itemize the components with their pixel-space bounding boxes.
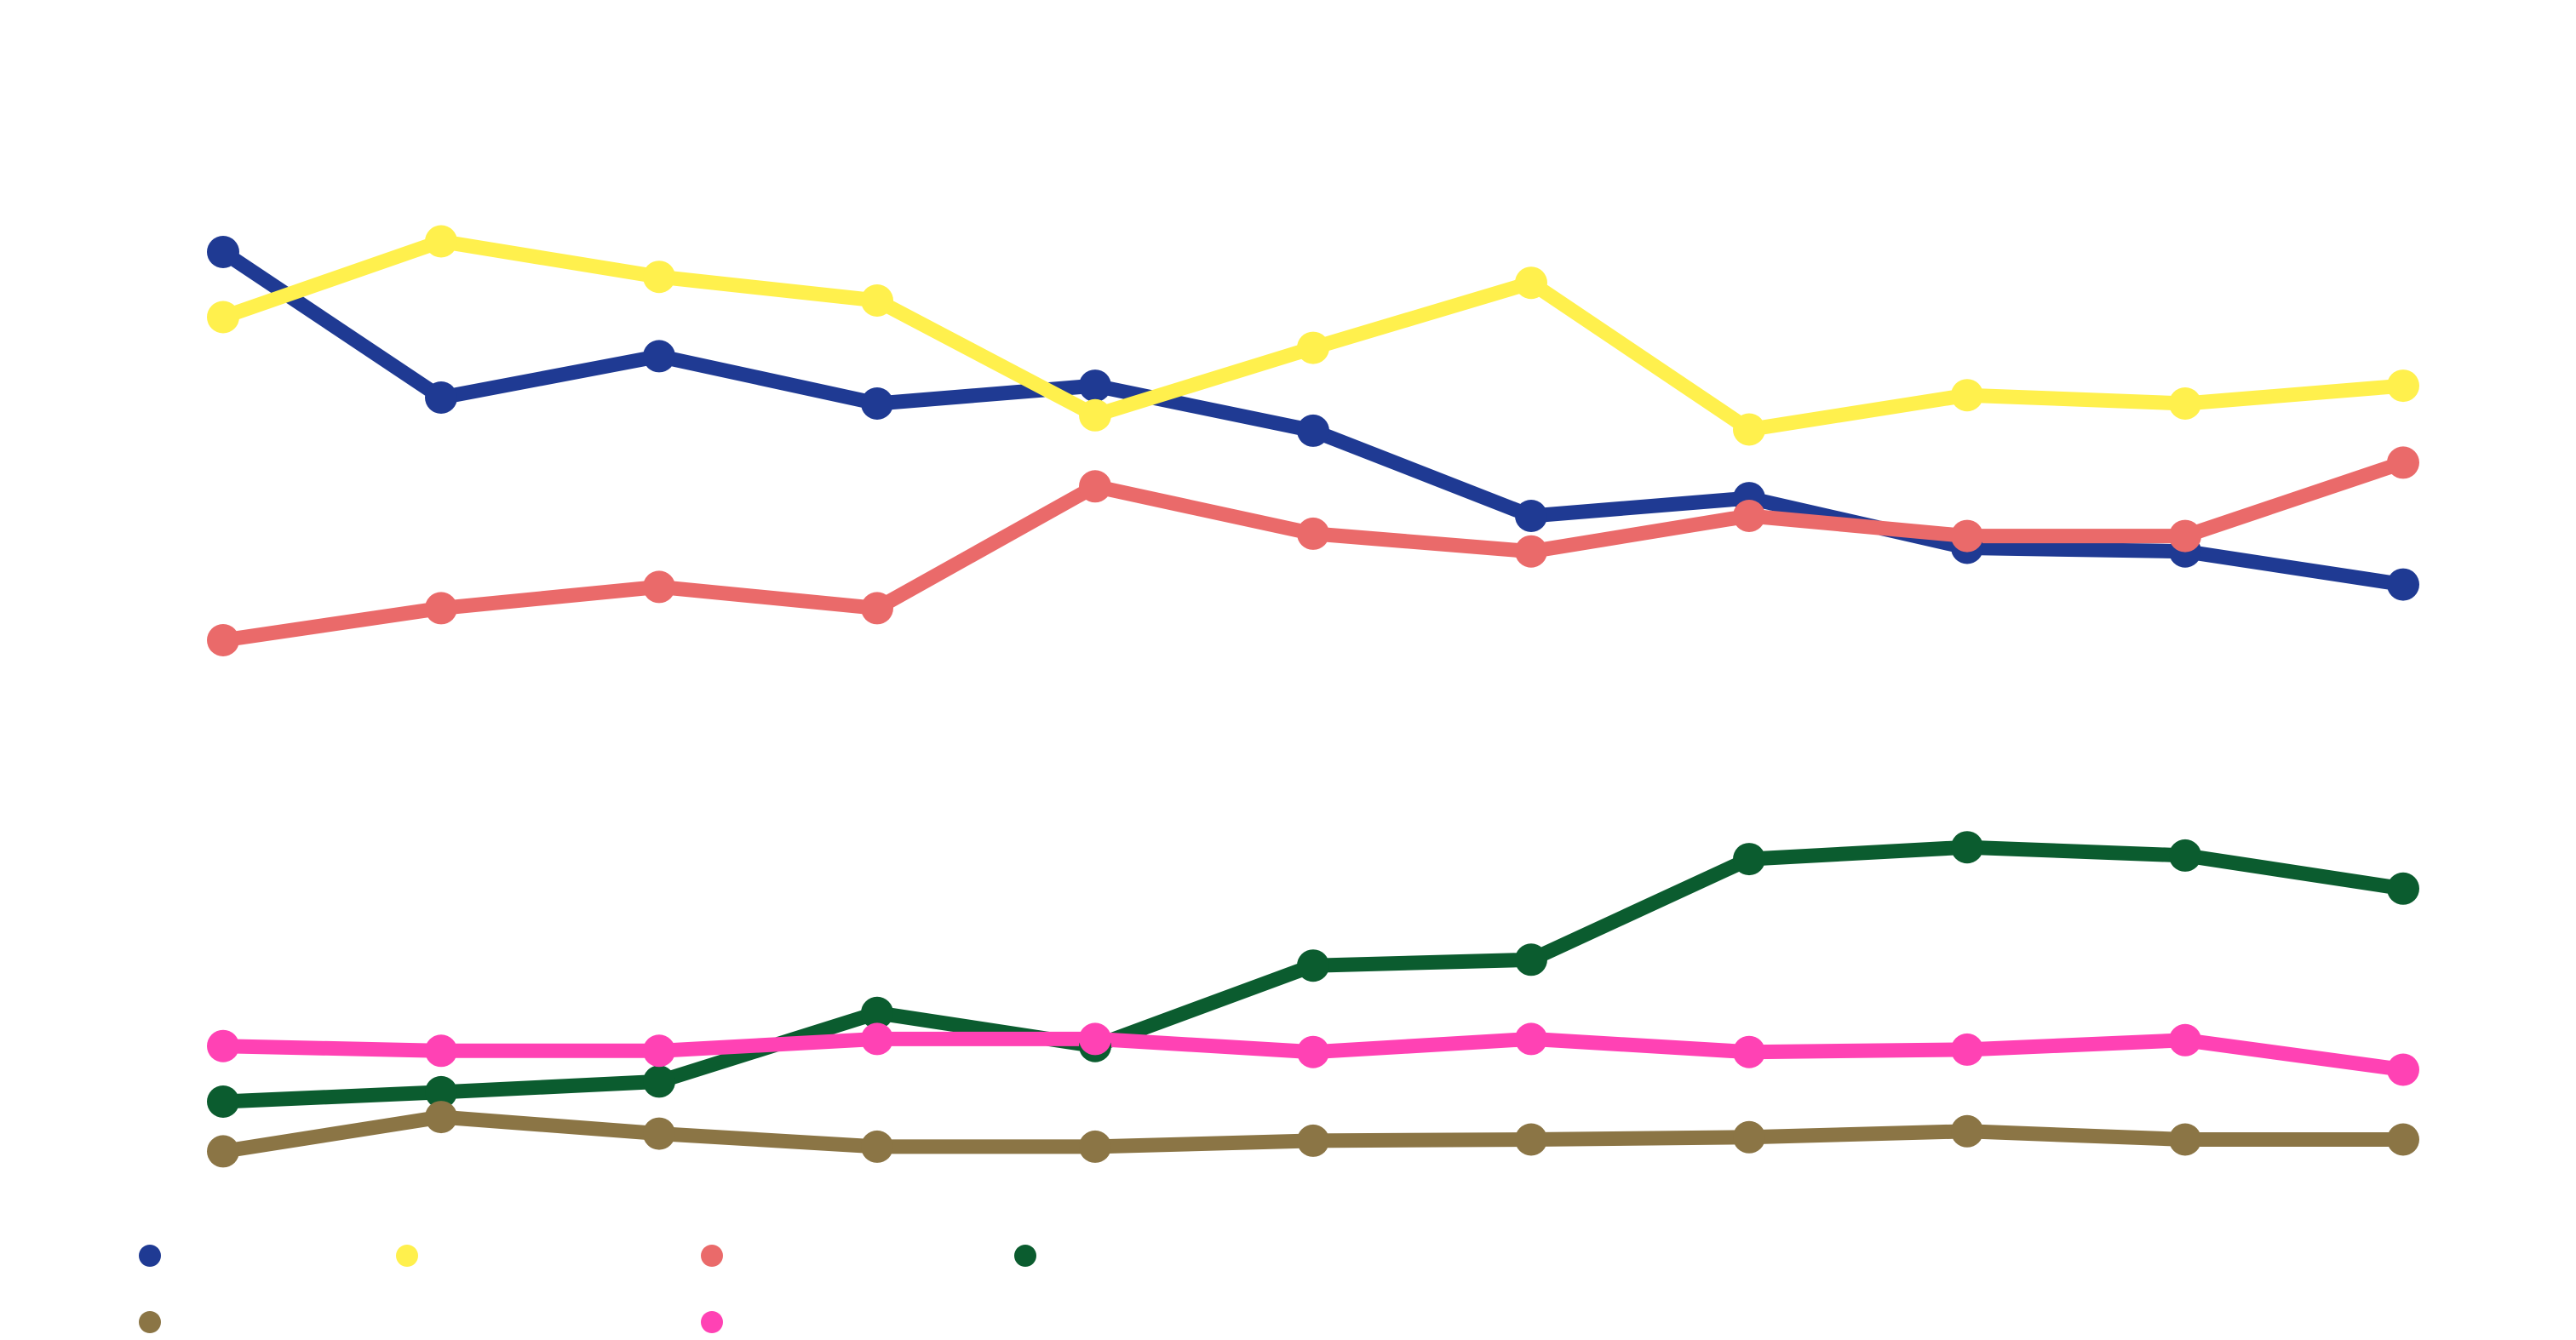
series-3-point-11 [2387, 446, 2419, 479]
legend-item-5 [139, 1311, 161, 1333]
legend-item-6 [701, 1311, 723, 1333]
legend-item-1 [139, 1245, 161, 1267]
legend-marker-2 [396, 1245, 418, 1267]
series-1-point-7 [1515, 500, 1547, 532]
legend-item-3 [701, 1245, 723, 1267]
legend-marker-3 [701, 1245, 723, 1267]
series-3-point-1 [207, 624, 239, 656]
series-6-point-5 [1079, 1022, 1111, 1056]
series-4-point-10 [2169, 839, 2201, 872]
series-6-point-9 [1951, 1033, 1983, 1066]
series-5-point-3 [643, 1117, 675, 1150]
series-4-point-9 [1951, 831, 1983, 864]
series-6-point-4 [861, 1022, 893, 1056]
series-2-point-6 [1297, 331, 1329, 364]
series-6-point-11 [2387, 1053, 2419, 1086]
series-3-point-2 [425, 592, 457, 625]
series-3-point-4 [861, 592, 893, 625]
series-1-point-4 [861, 387, 893, 420]
series-5-point-11 [2387, 1123, 2419, 1156]
legend-item-4 [1014, 1245, 1036, 1267]
series-1-point-3 [643, 340, 675, 373]
series-3-point-3 [643, 570, 675, 604]
series-2-point-2 [425, 225, 457, 258]
series-points [207, 225, 2419, 1168]
series-1-point-11 [2387, 568, 2419, 601]
series-3-point-5 [1079, 470, 1111, 503]
series-6-point-8 [1733, 1035, 1765, 1068]
series-2-point-5 [1079, 398, 1111, 432]
legend-marker-4 [1014, 1245, 1036, 1267]
series-5-point-9 [1951, 1114, 1983, 1148]
series-5-point-7 [1515, 1123, 1547, 1156]
series-6-point-10 [2169, 1023, 2201, 1057]
series-4-point-3 [643, 1065, 675, 1098]
series-6-point-1 [207, 1029, 239, 1062]
series-4-point-6 [1297, 949, 1329, 982]
legend-marker-6 [701, 1311, 723, 1333]
series-5-point-6 [1297, 1124, 1329, 1157]
series-1-point-6 [1297, 414, 1329, 447]
series-5-point-2 [425, 1101, 457, 1134]
series-2-point-11 [2387, 369, 2419, 403]
series-3-point-9 [1951, 519, 1983, 553]
legend [139, 1245, 1036, 1333]
series-2-point-1 [207, 301, 239, 334]
series-2-point-8 [1733, 413, 1765, 446]
series-3-point-7 [1515, 535, 1547, 568]
series-2-point-7 [1515, 266, 1547, 300]
series-5-point-5 [1079, 1130, 1111, 1163]
series-4-point-1 [207, 1085, 239, 1118]
series-4-point-7 [1515, 943, 1547, 976]
series-5-point-1 [207, 1135, 239, 1168]
series-6-point-2 [425, 1034, 457, 1068]
series-2-point-10 [2169, 387, 2201, 420]
series-5-point-8 [1733, 1120, 1765, 1154]
series-6-point-6 [1297, 1035, 1329, 1068]
series-2-point-4 [861, 284, 893, 317]
series-5-point-10 [2169, 1123, 2201, 1156]
series-3-point-10 [2169, 519, 2201, 553]
series-lines [215, 234, 2411, 1159]
series-3-point-6 [1297, 517, 1329, 550]
series-4-point-2 [425, 1075, 457, 1108]
series-1-point-1 [207, 236, 239, 268]
series-2-point-3 [643, 261, 675, 294]
series-6-point-7 [1515, 1022, 1547, 1056]
series-2-point-9 [1951, 379, 1983, 412]
series-4-point-8 [1733, 843, 1765, 876]
series-6-point-3 [643, 1034, 675, 1068]
legend-marker-5 [139, 1311, 161, 1333]
legend-item-2 [396, 1245, 418, 1267]
series-3-point-8 [1733, 500, 1765, 532]
series-4-point-11 [2387, 872, 2419, 905]
legend-marker-1 [139, 1245, 161, 1267]
series-5-point-4 [861, 1130, 893, 1163]
series-1-point-2 [425, 381, 457, 414]
series-4-point-4 [861, 996, 893, 1029]
series-1-point-5 [1079, 369, 1111, 403]
